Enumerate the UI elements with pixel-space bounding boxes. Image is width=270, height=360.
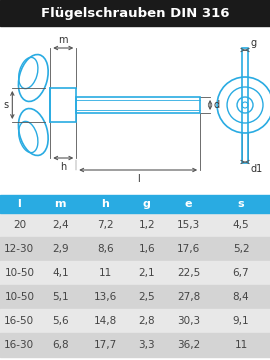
Bar [0, 0, 270, 26]
Text: 9,1: 9,1 [233, 316, 249, 326]
Text: 1,2: 1,2 [138, 220, 155, 230]
Text: l: l [18, 199, 21, 209]
Text: 20: 20 [13, 220, 26, 230]
Text: 6,8: 6,8 [52, 340, 69, 350]
Text: 5,1: 5,1 [52, 292, 69, 302]
Text: 6,7: 6,7 [233, 268, 249, 278]
Text: e: e [185, 199, 192, 209]
Bar [0, 237, 270, 261]
Bar [0, 26, 270, 195]
Text: 8,4: 8,4 [233, 292, 249, 302]
Text: 11: 11 [99, 268, 112, 278]
Text: m: m [55, 199, 66, 209]
Text: 4,1: 4,1 [52, 268, 69, 278]
Bar [0, 213, 270, 237]
Bar [0, 333, 270, 357]
Text: 17,6: 17,6 [177, 244, 200, 254]
Text: 8,6: 8,6 [97, 244, 113, 254]
Text: 3,3: 3,3 [138, 340, 155, 350]
Text: 27,8: 27,8 [177, 292, 200, 302]
Text: 1,6: 1,6 [138, 244, 155, 254]
Text: s: s [3, 100, 8, 110]
Text: d: d [213, 100, 219, 110]
Text: 2,5: 2,5 [138, 292, 155, 302]
Text: 15,3: 15,3 [177, 220, 200, 230]
Bar [0, 195, 270, 213]
Text: m: m [59, 35, 68, 45]
Text: 13,6: 13,6 [94, 292, 117, 302]
Text: s: s [238, 199, 244, 209]
Text: 16-50: 16-50 [4, 316, 34, 326]
Text: 22,5: 22,5 [177, 268, 200, 278]
Bar [0, 261, 270, 285]
Text: 4,5: 4,5 [233, 220, 249, 230]
Bar [76, 97, 200, 113]
Text: g: g [250, 38, 256, 48]
Text: l: l [137, 174, 140, 184]
Text: 16-30: 16-30 [4, 340, 34, 350]
Text: 2,4: 2,4 [52, 220, 69, 230]
Text: 10-50: 10-50 [4, 268, 34, 278]
Text: 5,6: 5,6 [52, 316, 69, 326]
Bar [50, 88, 76, 122]
Text: h: h [101, 199, 109, 209]
Text: 17,7: 17,7 [94, 340, 117, 350]
Text: g: g [143, 199, 151, 209]
Bar [242, 48, 248, 163]
Text: 10-50: 10-50 [4, 292, 34, 302]
Text: 2,9: 2,9 [52, 244, 69, 254]
Text: d1: d1 [250, 164, 262, 174]
Text: 11: 11 [234, 340, 248, 350]
Text: 5,2: 5,2 [233, 244, 249, 254]
Bar [0, 309, 270, 333]
Text: 14,8: 14,8 [94, 316, 117, 326]
Text: 12-30: 12-30 [4, 244, 34, 254]
Text: 30,3: 30,3 [177, 316, 200, 326]
Text: 2,1: 2,1 [138, 268, 155, 278]
Text: 7,2: 7,2 [97, 220, 113, 230]
Text: Flügelschrauben DIN 316: Flügelschrauben DIN 316 [41, 6, 229, 19]
Text: 2,8: 2,8 [138, 316, 155, 326]
Text: h: h [60, 162, 66, 172]
Bar [0, 285, 270, 309]
Text: 36,2: 36,2 [177, 340, 200, 350]
